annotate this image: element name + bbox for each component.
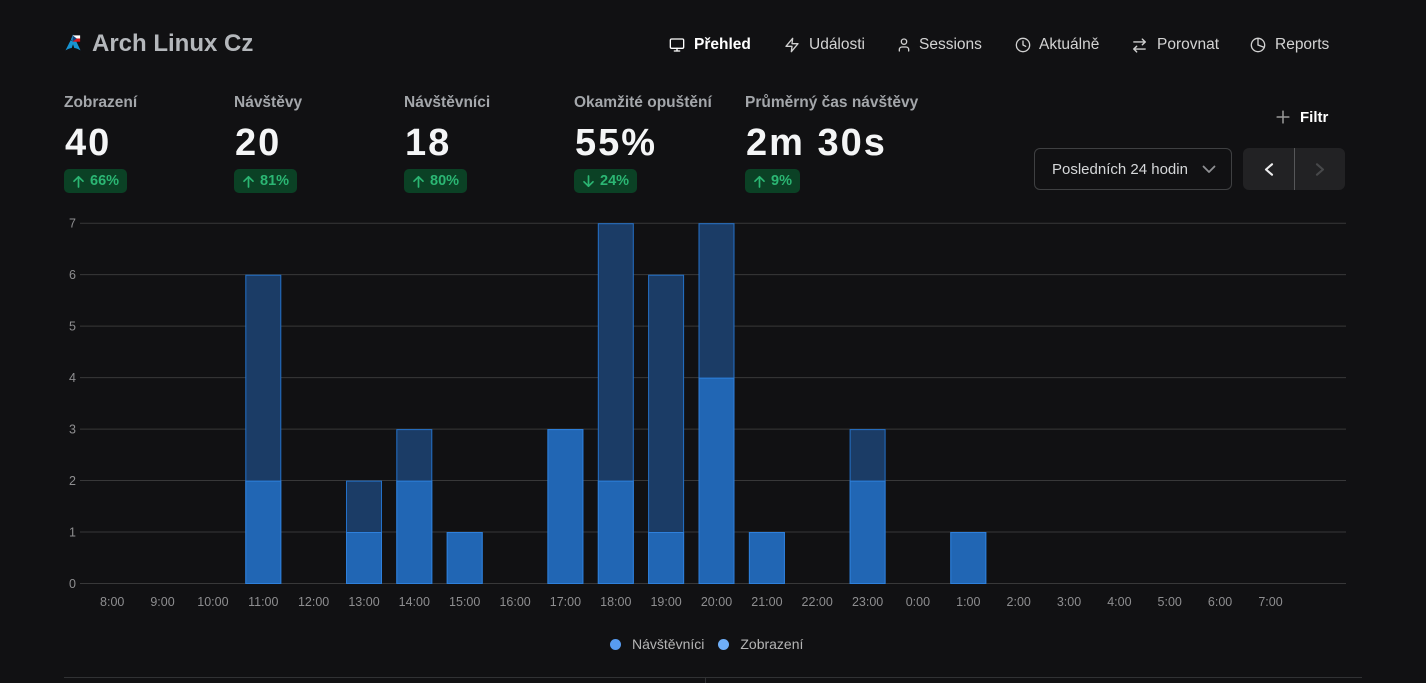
svg-text:1:00: 1:00 [956,595,980,609]
svg-text:7: 7 [69,217,76,231]
svg-text:5: 5 [69,320,76,334]
svg-text:23:00: 23:00 [852,595,883,609]
svg-text:1: 1 [69,526,76,540]
svg-text:17:00: 17:00 [550,595,581,609]
svg-text:6: 6 [69,268,76,282]
svg-text:22:00: 22:00 [802,595,833,609]
svg-text:3:00: 3:00 [1057,595,1081,609]
svg-text:21:00: 21:00 [751,595,782,609]
svg-text:9:00: 9:00 [150,595,174,609]
svg-text:16:00: 16:00 [499,595,530,609]
svg-text:7:00: 7:00 [1258,595,1282,609]
svg-text:4:00: 4:00 [1107,595,1131,609]
svg-text:2: 2 [69,474,76,488]
svg-text:0:00: 0:00 [906,595,930,609]
svg-text:2:00: 2:00 [1007,595,1031,609]
svg-text:5:00: 5:00 [1158,595,1182,609]
svg-text:18:00: 18:00 [600,595,631,609]
svg-text:14:00: 14:00 [399,595,430,609]
svg-text:12:00: 12:00 [298,595,329,609]
svg-text:10:00: 10:00 [197,595,228,609]
svg-text:6:00: 6:00 [1208,595,1232,609]
svg-text:20:00: 20:00 [701,595,732,609]
svg-text:11:00: 11:00 [248,595,278,609]
svg-text:15:00: 15:00 [449,595,480,609]
svg-text:8:00: 8:00 [100,595,124,609]
svg-text:0: 0 [69,577,76,591]
svg-text:19:00: 19:00 [650,595,681,609]
svg-text:3: 3 [69,423,76,437]
svg-text:4: 4 [69,371,76,385]
svg-text:13:00: 13:00 [348,595,379,609]
